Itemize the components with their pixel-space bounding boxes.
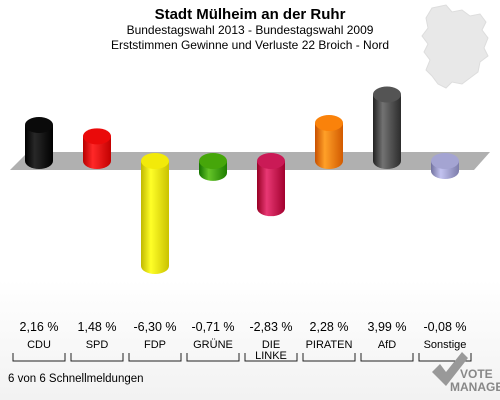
bar-cdu — [25, 116, 53, 169]
labels-group: 2,16 % CDU 1,48 % SPD -6,30 % FDP -0,71 % GRÜNE… — [12, 320, 472, 362]
value-label-spd: 1,48 % — [78, 320, 117, 334]
value-label-fdp: -6,30 % — [133, 320, 176, 334]
checkmark-icon — [432, 352, 468, 386]
bar-afd — [373, 86, 401, 169]
bar-spd — [83, 128, 111, 169]
category-bracket-sonstige — [418, 353, 472, 362]
category-label-fdp: FDP — [144, 339, 166, 351]
chart-subtitle-2: Erststimmen Gewinne und Verluste 22 Broi… — [111, 38, 389, 52]
value-label-piraten: 2,28 % — [310, 320, 349, 334]
bar-fdp — [141, 153, 169, 275]
category-label-cdu: CDU — [27, 339, 51, 351]
chart-subtitle-1: Bundestagswahl 2013 - Bundestagswahl 200… — [127, 23, 374, 37]
bar-die-linke — [257, 153, 285, 217]
category-bracket-spd — [70, 353, 124, 362]
bar-gr-ne — [199, 153, 227, 181]
value-label-sonstige: -0,08 % — [423, 320, 466, 334]
baseline-band — [10, 152, 490, 170]
footer-status: 6 von 6 Schnellmeldungen — [8, 373, 144, 385]
bar-sonstige — [431, 153, 459, 179]
votemanager-logo: VOTE MANAGER — [432, 352, 500, 394]
category-bracket-gr-ne — [186, 353, 240, 362]
value-label-cdu: 2,16 % — [20, 320, 59, 334]
logo-text-top: VOTE — [460, 367, 493, 381]
value-label-gr-ne: -0,71 % — [191, 320, 234, 334]
category-label-afd: AfD — [378, 339, 396, 351]
category-label-piraten: PIRATEN — [306, 339, 353, 351]
logo-text-bottom: MANAGER — [450, 380, 500, 394]
category-label-die-linke: DIE LINKE — [255, 339, 287, 362]
category-label-sonstige: Sonstige — [424, 339, 467, 351]
category-label-gr-ne: GRÜNE — [193, 339, 233, 351]
category-bracket-cdu — [12, 353, 66, 362]
bar-piraten — [315, 114, 343, 169]
category-bracket-fdp — [128, 353, 182, 362]
category-label-spd: SPD — [86, 339, 109, 351]
bars-group — [25, 86, 459, 275]
germany-map-icon — [421, 4, 489, 89]
category-bracket-die-linke — [244, 353, 298, 362]
value-label-afd: 3,99 % — [368, 320, 407, 334]
value-label-die-linke: -2,83 % — [249, 320, 292, 334]
chart-title: Stadt Mülheim an der Ruhr — [155, 6, 346, 23]
category-bracket-afd — [360, 353, 414, 362]
category-bracket-piraten — [302, 353, 356, 362]
